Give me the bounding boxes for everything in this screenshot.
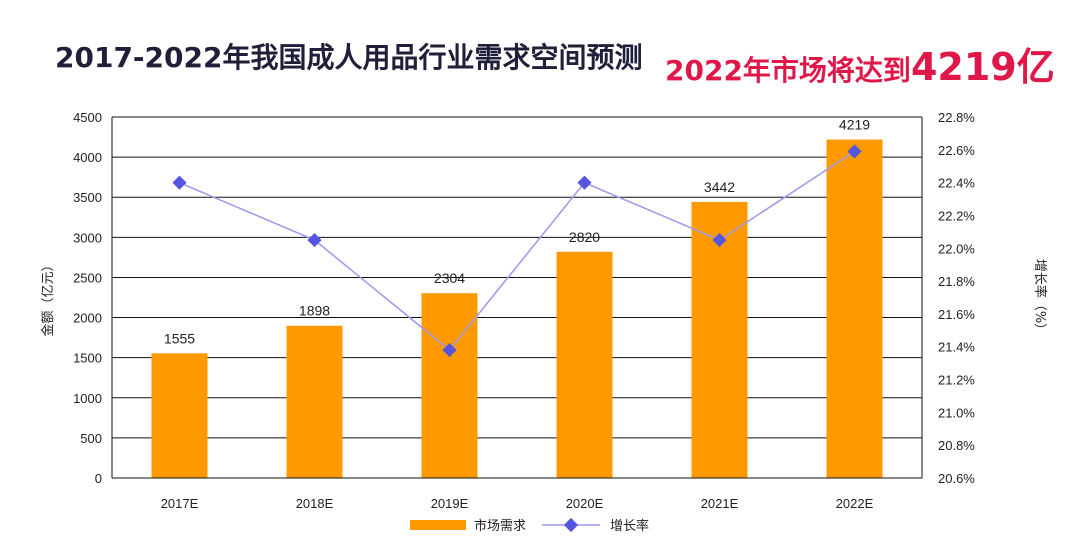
x-tick-label: 2022E (836, 496, 874, 511)
subtitle-value: 4219亿 (910, 45, 1055, 89)
y-tick-label: 2000 (73, 311, 102, 326)
y-tick-label: 4500 (73, 110, 102, 125)
growth-point (307, 232, 322, 248)
y2-tick-label: 20.6% (938, 471, 975, 486)
chart-title: 2017-2022年我国成人用品行业需求空间预测 (55, 41, 643, 74)
y2-axis-label: 增长率（%） (1032, 259, 1048, 336)
bar (421, 293, 478, 478)
growth-line (172, 144, 862, 358)
y2-tick-label: 22.2% (938, 208, 975, 223)
bar (556, 251, 613, 478)
y2-tick-label: 21.2% (938, 373, 975, 388)
y-tick-label: 2500 (73, 270, 102, 285)
bar (151, 353, 208, 478)
y-tick-label: 3500 (73, 190, 102, 205)
bar-labels: 1555 1898 2304 2820 3442 4219 (164, 117, 870, 347)
y-tick-label: 4000 (73, 150, 102, 165)
headline: 2017-2022年我国成人用品行业需求空间预测 2022年市场将达到4219亿 (0, 14, 1080, 94)
bar-value-label: 1898 (299, 303, 330, 319)
bar (691, 201, 748, 478)
y2-tick-label: 22.0% (938, 241, 975, 256)
growth-point (712, 232, 727, 248)
subtitle-prefix: 2022年市场将达到 (665, 54, 911, 87)
x-tick-label: 2021E (701, 496, 739, 511)
y2-tick-label: 20.8% (938, 438, 975, 453)
left-axis-ticks: 0 500 1000 1500 2000 2500 3000 3500 4000 4500 (73, 110, 102, 486)
y2-tick-label: 22.8% (938, 110, 975, 125)
y-tick-label: 0 (95, 471, 102, 486)
axes (111, 116, 923, 479)
y2-tick-label: 21.6% (938, 307, 975, 322)
y-tick-label: 1000 (73, 391, 102, 406)
growth-point (442, 342, 457, 358)
bar-value-label: 2820 (569, 229, 600, 245)
legend-line-label: 增长率 (610, 518, 649, 534)
growth-point (172, 175, 187, 190)
bar (286, 325, 343, 478)
y-tick-label: 1500 (73, 351, 102, 366)
legend: 市场需求 增长率 (410, 517, 649, 534)
y2-tick-label: 21.8% (938, 274, 975, 289)
chart-subtitle: 2022年市场将达到4219亿 (665, 36, 1055, 91)
gridlines (112, 116, 922, 439)
legend-bar-swatch (410, 520, 466, 530)
growth-point (847, 144, 862, 159)
y-tick-label: 500 (80, 431, 102, 446)
right-axis-ticks: 20.6% 20.8% 21.0% 21.2% 21.4% 21.6% 21.8% 22.0%… (938, 110, 975, 486)
y2-tick-label: 21.0% (938, 405, 975, 420)
growth-point (577, 175, 592, 190)
x-tick-label: 2020E (566, 496, 604, 511)
bars (151, 139, 883, 478)
x-tick-label: 2017E (161, 496, 199, 511)
y2-tick-label: 22.4% (938, 176, 975, 191)
y-axis-label: 金额（亿元） (40, 258, 56, 336)
legend-bar-label: 市场需求 (474, 518, 526, 534)
bar-value-label: 4219 (839, 117, 870, 133)
bar-value-label: 2304 (434, 270, 465, 286)
bar-value-label: 1555 (164, 330, 195, 346)
bar-value-label: 3442 (704, 179, 735, 195)
bar (826, 139, 883, 478)
y2-tick-label: 22.6% (938, 143, 975, 158)
x-tick-label: 2019E (431, 496, 469, 511)
x-axis-ticks: 2017E 2018E 2019E 2020E 2021E 2022E (161, 496, 874, 511)
legend-line-marker (563, 517, 579, 533)
growth-line-path (179, 150, 855, 352)
x-tick-label: 2018E (296, 496, 334, 511)
y2-tick-label: 21.4% (938, 340, 975, 355)
y-tick-label: 3000 (73, 230, 102, 245)
